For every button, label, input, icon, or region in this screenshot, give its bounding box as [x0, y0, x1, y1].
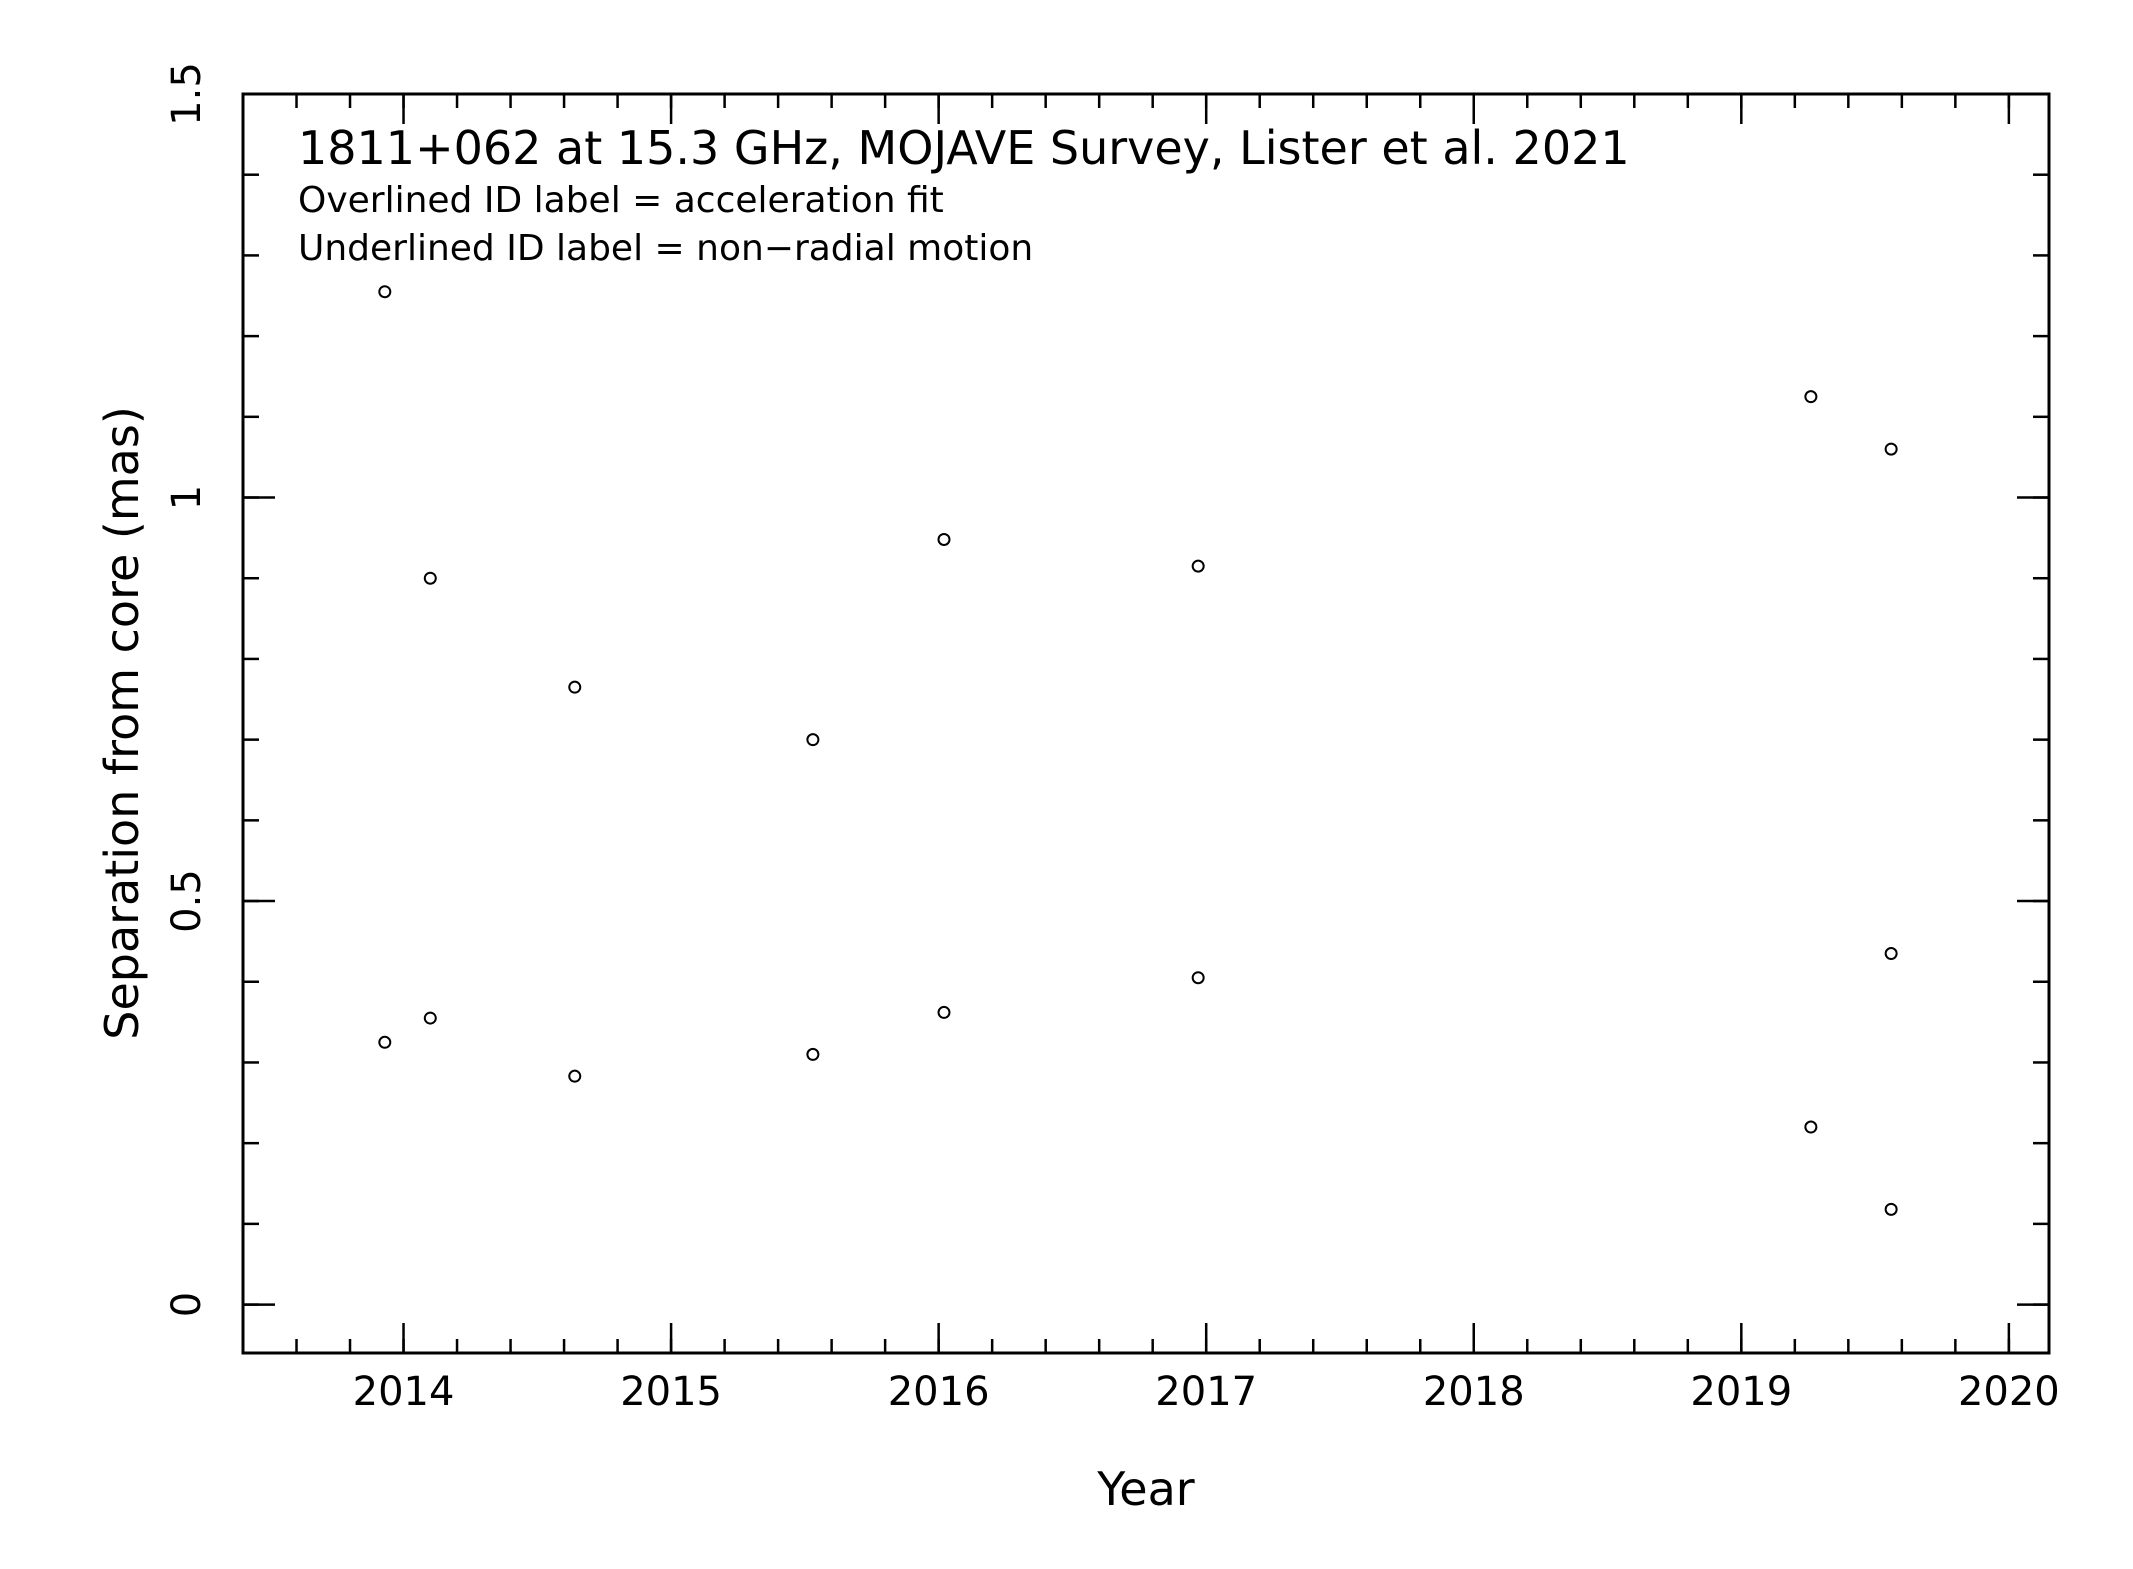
- data-point: [1804, 1120, 1818, 1134]
- data-point: [568, 1069, 582, 1083]
- data-point: [937, 532, 951, 546]
- axis-tick-labels: 2014 2015 2016 2017 2018 2019 2020 0 0.5 1 1.5: [164, 62, 2060, 1415]
- data-point: [937, 1005, 951, 1019]
- x-axis-label: Year: [1096, 1462, 1194, 1516]
- data-point: [568, 680, 582, 694]
- x-tick-label: 2015: [620, 1369, 722, 1415]
- data-point: [806, 733, 820, 747]
- data-point: [378, 1035, 392, 1049]
- y-tick-label: 0.5: [164, 869, 210, 933]
- x-tick-label: 2014: [353, 1369, 455, 1415]
- data-point: [1884, 947, 1898, 961]
- data-point: [423, 1011, 437, 1025]
- data-point: [378, 285, 392, 299]
- axis-ticks: [241, 92, 2049, 1353]
- y-tick-label: 0: [164, 1292, 210, 1317]
- data-point: [1884, 1202, 1898, 1216]
- x-tick-label: 2019: [1690, 1369, 1792, 1415]
- x-tick-label: 2016: [888, 1369, 990, 1415]
- plot-frame: [241, 92, 2051, 1355]
- x-tick-label: 2018: [1423, 1369, 1525, 1415]
- x-tick-label: 2017: [1155, 1369, 1257, 1415]
- data-point: [806, 1047, 820, 1061]
- y-tick-label: 1.5: [164, 62, 210, 126]
- data-point: [1804, 390, 1818, 404]
- data-point: [1191, 559, 1205, 573]
- y-axis-label: Separation from core (mas): [95, 406, 149, 1040]
- data-point: [1191, 971, 1205, 985]
- data-point: [1884, 442, 1898, 456]
- chart-title: 1811+062 at 15.3 GHz, MOJAVE Survey, Lis…: [298, 121, 1630, 175]
- data-points: [378, 285, 1898, 1216]
- note-underlined: Underlined ID label = non−radial motion: [298, 228, 1033, 269]
- y-tick-label: 1: [164, 485, 210, 510]
- x-tick-label: 2020: [1958, 1369, 2060, 1415]
- note-overlined: Overlined ID label = acceleration fit: [298, 180, 944, 221]
- data-point: [423, 571, 437, 585]
